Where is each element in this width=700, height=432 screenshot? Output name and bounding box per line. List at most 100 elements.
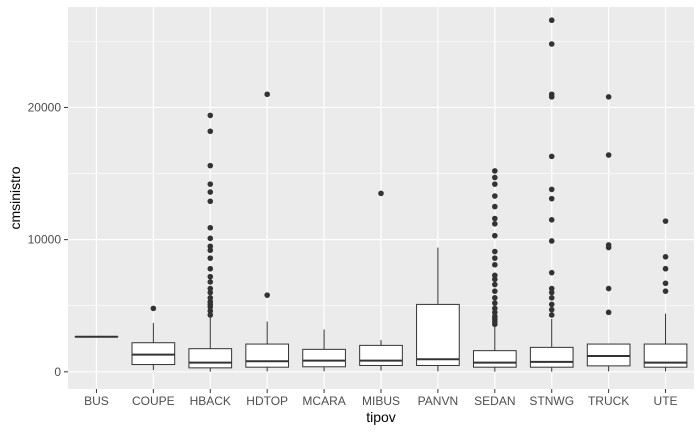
- outlier-point: [548, 195, 555, 202]
- x-tick-label: TRUCK: [588, 394, 629, 408]
- outlier-point: [492, 288, 498, 294]
- outlier-point: [492, 232, 498, 239]
- box-body: [359, 344, 403, 366]
- outlier-point: [207, 308, 214, 314]
- outlier-point: [492, 305, 498, 312]
- outlier-point: [264, 91, 270, 98]
- outlier-group: [150, 17, 669, 328]
- y-tick-label: 20000: [28, 100, 62, 114]
- outlier-point: [378, 190, 384, 197]
- outlier-point: [207, 243, 214, 250]
- outlier-point: [548, 91, 555, 98]
- box-body: [472, 350, 517, 368]
- outlier-point: [492, 272, 498, 279]
- outlier-point: [662, 265, 669, 272]
- outlier-point: [207, 255, 214, 261]
- box-body: [245, 343, 290, 368]
- outlier-point: [492, 313, 498, 320]
- outlier-point: [207, 112, 214, 119]
- outlier-point: [492, 193, 498, 199]
- box-body: [302, 348, 346, 368]
- outlier-point: [264, 292, 270, 298]
- box-truck: [586, 343, 631, 372]
- outlier-point: [492, 203, 498, 210]
- outlier-point: [662, 288, 669, 294]
- outlier-point: [207, 265, 214, 272]
- outlier-point: [548, 17, 555, 24]
- outlier-point: [492, 248, 498, 255]
- x-tick-label: MCARA: [302, 394, 345, 408]
- x-tick-label: HDTOP: [246, 394, 288, 408]
- y-axis-title: cmsinistro: [7, 166, 23, 229]
- outlier-point: [605, 94, 612, 100]
- outlier-point: [548, 41, 555, 47]
- outlier-point: [492, 181, 498, 187]
- outlier-point: [492, 281, 498, 288]
- outlier-point: [150, 305, 157, 312]
- outlier-point: [207, 189, 214, 195]
- box-hback: [188, 317, 233, 372]
- box-stnwg: [529, 318, 574, 372]
- outlier-point: [492, 215, 498, 222]
- outlier-point: [548, 289, 555, 296]
- outlier-point: [492, 294, 498, 301]
- outlier-point: [492, 255, 498, 261]
- box-coupe: [131, 322, 176, 371]
- x-tick-label: BUS: [84, 394, 109, 408]
- box-body: [529, 346, 574, 368]
- outlier-point: [207, 247, 214, 254]
- x-tick-label: COUPE: [132, 394, 175, 408]
- x-tick-label: SEDAN: [474, 394, 515, 408]
- x-axis-ticks: BUS COUPE HBACK HDTOP MCARA MIBUS PANVN SEDAN ST…: [84, 389, 678, 408]
- x-tick-label: UTE: [654, 394, 678, 408]
- box-body: [416, 303, 460, 366]
- outlier-point: [605, 309, 612, 316]
- outlier-point: [548, 285, 555, 292]
- outlier-point: [207, 289, 214, 296]
- y-tick-label: 10000: [28, 233, 62, 247]
- outlier-point: [548, 301, 555, 308]
- x-tick-label: HBACK: [190, 394, 231, 408]
- x-axis-title: tipov: [366, 409, 396, 425]
- outlier-point: [492, 276, 498, 283]
- outlier-point: [662, 218, 669, 224]
- box-group: [74, 247, 688, 372]
- outlier-point: [548, 269, 555, 276]
- outlier-point: [207, 224, 214, 231]
- outlier-point: [207, 181, 214, 187]
- outlier-point: [207, 279, 214, 285]
- outlier-point: [548, 312, 555, 318]
- outlier-point: [548, 153, 555, 160]
- x-tick-label: MIBUS: [362, 394, 400, 408]
- box-body: [643, 343, 688, 368]
- outlier-point: [662, 254, 669, 260]
- outlier-point: [548, 217, 555, 223]
- outlier-point: [207, 312, 214, 318]
- box-mibus: [359, 340, 403, 371]
- outlier-point: [548, 306, 555, 313]
- outlier-point: [548, 238, 555, 244]
- outlier-point: [548, 294, 555, 301]
- outlier-point: [492, 300, 498, 306]
- outlier-point: [605, 152, 612, 158]
- outlier-point: [492, 220, 498, 227]
- outlier-point: [207, 298, 214, 305]
- outlier-point: [605, 242, 612, 248]
- outlier-point: [662, 280, 669, 287]
- box-panvn: [416, 247, 460, 372]
- outlier-point: [492, 168, 498, 174]
- outlier-point: [207, 162, 214, 169]
- x-tick-label: PANVN: [418, 394, 458, 408]
- outlier-point: [492, 309, 498, 316]
- outlier-point: [207, 235, 214, 242]
- outlier-point: [207, 198, 214, 205]
- outlier-point: [207, 273, 214, 280]
- y-tick-label: 0: [54, 365, 61, 379]
- outlier-point: [492, 261, 498, 268]
- box-mcara: [302, 329, 346, 372]
- x-tick-label: STNWG: [529, 394, 574, 408]
- outlier-point: [605, 285, 612, 292]
- outlier-point: [548, 186, 555, 193]
- box-hdtop: [245, 321, 290, 372]
